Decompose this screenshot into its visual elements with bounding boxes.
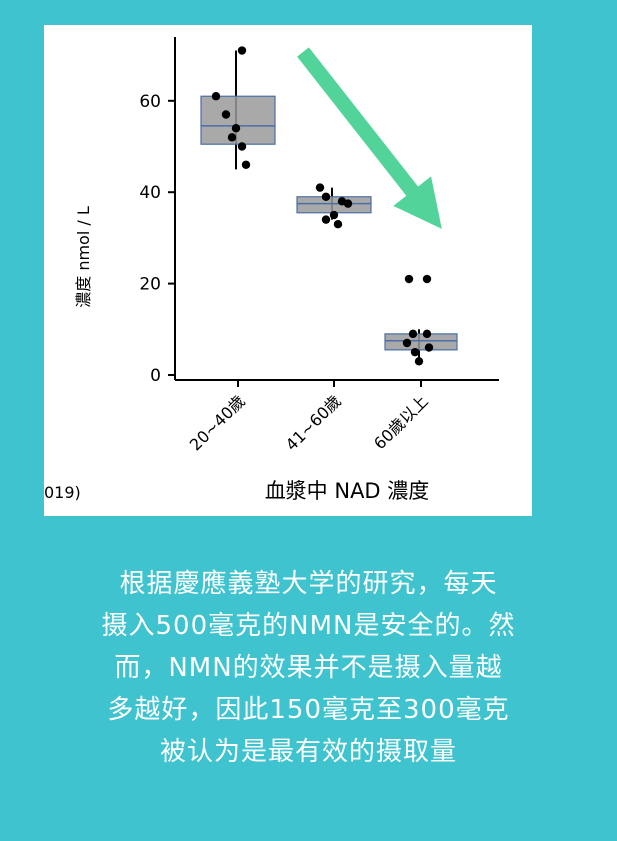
caption-line: 摄入500毫克的NMN是安全的。然 (101, 611, 516, 641)
data-point (321, 215, 331, 224)
data-point (424, 343, 434, 352)
data-point (221, 110, 231, 119)
x-tick-label: 41~60歲 (282, 391, 345, 454)
x-tick-label: 60歲以上 (370, 391, 432, 453)
y-tick-label: 20 (139, 275, 161, 295)
caption-line: 多越好，因此150毫克至300毫克 (107, 695, 510, 725)
data-point (422, 329, 432, 339)
x-tick-label: 20~40歲 (186, 391, 249, 454)
nad-box-plot: 0 20 40 60 20~40歲 41~60歲 60歲以上 濃度 nmol / L 血漿中 N… (44, 37, 499, 503)
data-point (315, 183, 325, 192)
box (296, 196, 372, 214)
source-fragment: 019) (44, 483, 81, 502)
trend-arrow (297, 47, 442, 229)
data-point (329, 210, 339, 220)
caption: 根据慶應義塾大学的研究，每天 摄入500毫克的NMN是安全的。然 而，NMN的效… (0, 563, 617, 773)
data-point (404, 274, 414, 284)
y-axis-label: 濃度 nmol / L (74, 206, 93, 308)
data-point (237, 142, 247, 151)
y-tick-label: 0 (150, 366, 161, 386)
data-point (241, 160, 251, 169)
caption-line: 根据慶應義塾大学的研究，每天 (119, 569, 498, 599)
box (384, 333, 458, 351)
data-point (408, 329, 418, 339)
data-point (333, 219, 343, 229)
y-tick-label: 60 (139, 92, 161, 112)
data-point (343, 199, 353, 208)
data-point (402, 338, 412, 348)
y-tick-label: 40 (139, 183, 161, 203)
data-point (410, 347, 420, 357)
box (200, 95, 276, 145)
data-point (414, 357, 424, 366)
data-point (211, 92, 221, 101)
caption-line: 而，NMN的效果并不是摄入量越 (114, 653, 503, 683)
data-point (422, 274, 432, 284)
x-axis-title: 血漿中 NAD 濃度 (265, 479, 430, 503)
caption-line: 被认为是最有效的摄取量 (159, 737, 457, 767)
chart-figure: 0 20 40 60 20~40歲 41~60歲 60歲以上 濃度 nmol / L 血漿中 N… (44, 25, 532, 516)
data-point (321, 192, 331, 201)
data-point (237, 46, 247, 55)
data-point (227, 133, 237, 142)
data-point (231, 124, 241, 133)
